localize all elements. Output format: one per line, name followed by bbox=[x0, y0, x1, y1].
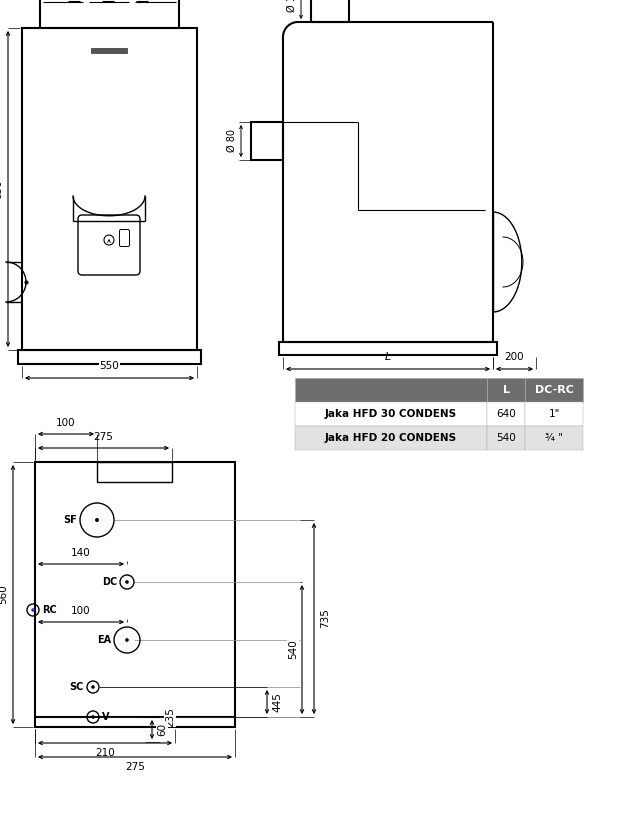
Bar bbox=[295, 426, 487, 450]
Bar bbox=[525, 426, 583, 450]
Circle shape bbox=[125, 581, 129, 584]
Bar bbox=[22, 28, 197, 350]
Circle shape bbox=[95, 518, 99, 522]
Bar bbox=[35, 462, 235, 727]
Bar bbox=[40, 0, 179, 28]
Text: 140: 140 bbox=[71, 548, 91, 558]
Text: 540: 540 bbox=[288, 639, 298, 659]
Circle shape bbox=[91, 685, 95, 689]
Text: SC: SC bbox=[70, 682, 84, 692]
Text: DC-RC: DC-RC bbox=[534, 385, 573, 395]
Text: RC: RC bbox=[42, 605, 57, 615]
Text: 100: 100 bbox=[71, 606, 91, 616]
Bar bbox=[487, 402, 525, 426]
Bar bbox=[97, 462, 172, 482]
Bar bbox=[311, 0, 349, 22]
Text: SF: SF bbox=[63, 515, 77, 525]
Bar bbox=[525, 378, 583, 402]
Text: 100: 100 bbox=[56, 418, 76, 428]
Text: ¾ ": ¾ " bbox=[545, 433, 563, 443]
Text: L: L bbox=[503, 385, 509, 395]
Text: L: L bbox=[385, 352, 391, 362]
Text: 640: 640 bbox=[496, 409, 516, 419]
Text: 200: 200 bbox=[504, 352, 524, 362]
Bar bbox=[525, 402, 583, 426]
Bar bbox=[251, 122, 283, 160]
Text: 560: 560 bbox=[0, 585, 8, 604]
Text: Jaka HFD 20 CONDENS: Jaka HFD 20 CONDENS bbox=[325, 433, 457, 443]
Text: Jaka HFD 30 CONDENS: Jaka HFD 30 CONDENS bbox=[325, 409, 457, 419]
Text: 235: 235 bbox=[165, 707, 175, 727]
Text: EA: EA bbox=[97, 635, 111, 645]
Circle shape bbox=[125, 638, 129, 642]
Text: DC: DC bbox=[102, 577, 117, 587]
Text: 850: 850 bbox=[0, 179, 3, 199]
Bar bbox=[91, 48, 127, 53]
Bar bbox=[295, 402, 487, 426]
Bar bbox=[279, 342, 497, 355]
Text: Ø 100: Ø 100 bbox=[287, 0, 297, 12]
Bar bbox=[487, 426, 525, 450]
Bar bbox=[487, 378, 525, 402]
Bar bbox=[295, 378, 487, 402]
Circle shape bbox=[31, 608, 35, 612]
Text: 60: 60 bbox=[157, 723, 167, 736]
Text: Ø 80: Ø 80 bbox=[227, 129, 237, 153]
Text: 550: 550 bbox=[100, 361, 119, 371]
Text: 540: 540 bbox=[496, 433, 516, 443]
Text: 445: 445 bbox=[272, 692, 282, 712]
Circle shape bbox=[91, 715, 95, 719]
Text: 1": 1" bbox=[549, 409, 560, 419]
Text: V: V bbox=[102, 712, 109, 722]
Text: 735: 735 bbox=[320, 608, 330, 628]
Text: 210: 210 bbox=[95, 748, 115, 758]
Text: 275: 275 bbox=[125, 762, 145, 772]
Bar bbox=[18, 350, 201, 364]
Text: 275: 275 bbox=[93, 432, 113, 442]
